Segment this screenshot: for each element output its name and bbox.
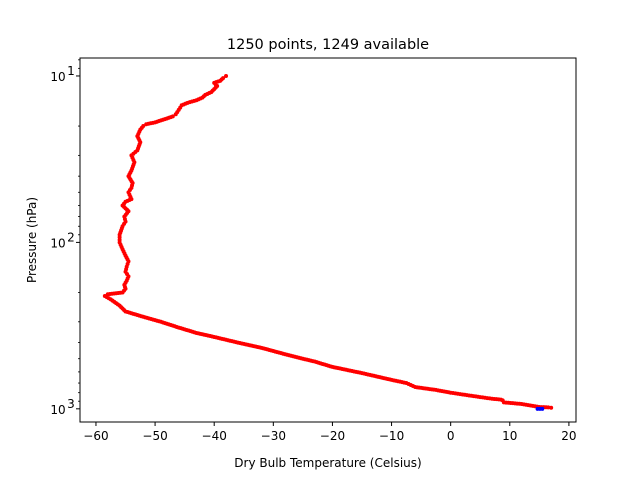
data-point (540, 406, 545, 411)
x-tick-label: 10 (502, 429, 517, 443)
x-tick-label: −50 (142, 429, 167, 443)
y-tick-label: 10 (50, 70, 65, 84)
x-tick-label: −10 (379, 429, 404, 443)
x-tick-label: 0 (447, 429, 455, 443)
x-tick-label: −30 (261, 429, 286, 443)
x-tick-label: −20 (320, 429, 345, 443)
data-point (549, 405, 554, 410)
series-2 (535, 406, 545, 411)
data-point (170, 114, 175, 119)
series-1 (102, 73, 554, 410)
plot-area (102, 73, 554, 411)
chart-title: 1250 points, 1249 available (227, 37, 429, 53)
x-axis-ticks: −60 −50 −40 −30 −20 −10 0 10 20 (83, 422, 577, 443)
plot-frame (79, 57, 577, 423)
data-point (141, 124, 146, 129)
y-tick-label: 10 (50, 236, 65, 250)
x-tick-label: −60 (83, 429, 108, 443)
data-point (102, 294, 107, 299)
x-tick-label: 20 (561, 429, 576, 443)
y-tick-exponent: 1 (67, 64, 75, 78)
y-axis-label: Pressure (hPa) (25, 197, 39, 283)
y-tick-label: 10 (50, 403, 65, 417)
x-axis-label: Dry Bulb Temperature (Celsius) (234, 456, 421, 470)
data-point (221, 76, 226, 81)
y-tick-exponent: 3 (67, 397, 75, 411)
x-tick-label: −40 (202, 429, 227, 443)
data-point (224, 73, 229, 78)
y-tick-exponent: 2 (67, 230, 75, 244)
